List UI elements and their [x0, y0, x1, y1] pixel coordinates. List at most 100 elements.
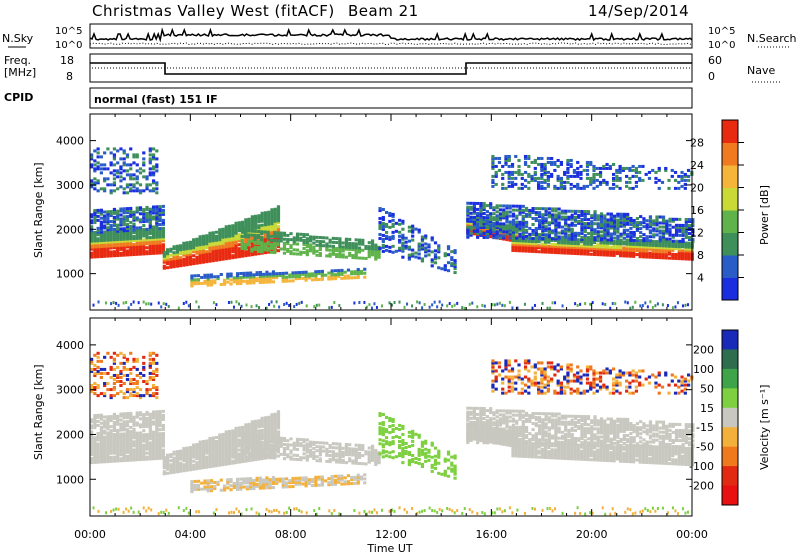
velocity-cell [119, 441, 123, 445]
power-cell [533, 178, 537, 182]
power-cell [90, 239, 94, 243]
velocity-cell [119, 371, 123, 375]
power-cell [162, 252, 166, 256]
power-cell [338, 247, 342, 251]
power-cell [596, 243, 600, 247]
power-cell [388, 213, 392, 217]
power-cell [90, 225, 94, 229]
power-cell [214, 242, 219, 246]
power-cell [560, 239, 564, 243]
power-cell [341, 255, 345, 259]
power-cell [260, 248, 264, 252]
power-cell [263, 237, 268, 241]
velocity-cell [188, 456, 193, 460]
power-cell [253, 245, 257, 249]
power-cell [585, 176, 590, 180]
power-cell [576, 186, 580, 190]
velocity-cell [119, 434, 123, 438]
power-cell [356, 268, 360, 272]
power-cell [491, 180, 495, 184]
power-cell [564, 227, 568, 231]
power-cell [651, 249, 655, 253]
power-cell [658, 256, 662, 260]
power-cell [524, 208, 529, 212]
velocity-cell [116, 455, 120, 459]
power-cell [260, 215, 264, 219]
power-cell [135, 155, 139, 159]
power-cell [472, 225, 476, 229]
velocity-cell [148, 455, 152, 459]
power-cell [508, 226, 512, 230]
velocity-cell [129, 450, 133, 454]
power-cell [333, 275, 338, 279]
velocity-cell [122, 451, 126, 455]
velocity-cell [231, 431, 235, 435]
power-cell [151, 187, 156, 191]
velocity-cell [195, 449, 199, 453]
velocity-cell [155, 446, 159, 450]
velocity-cell [263, 444, 268, 448]
power-cell [337, 273, 341, 277]
power-cell [116, 246, 120, 250]
velocity-cell [250, 438, 254, 442]
power-cell [530, 247, 535, 251]
power-cell [502, 214, 506, 218]
power-cell [125, 253, 130, 257]
power-cell [273, 243, 277, 247]
power-cell [414, 227, 418, 231]
velocity-cell [122, 416, 126, 420]
velocity-cell [148, 375, 152, 379]
velocity-cell [276, 430, 281, 434]
power-cell [566, 166, 570, 170]
power-cell [138, 167, 143, 171]
power-cell [629, 230, 633, 234]
velocity-cell [129, 392, 133, 396]
power-cell [595, 166, 599, 170]
power-cell [99, 167, 103, 171]
power-cell [354, 254, 358, 258]
power-cell [684, 233, 688, 237]
power-cell [446, 304, 449, 308]
power-cell [90, 231, 94, 235]
power-cell [586, 248, 590, 252]
velocity-cell [119, 447, 123, 451]
power-cell [302, 234, 306, 238]
power-cell [260, 238, 264, 242]
velocity-cell [122, 420, 126, 424]
velocity-cell [116, 459, 120, 463]
power-cell [122, 243, 126, 247]
velocity-cell [237, 426, 241, 430]
power-cell [247, 251, 251, 255]
power-cell [609, 245, 613, 249]
power-cell [99, 243, 103, 247]
power-cell [606, 220, 610, 224]
cpid-strip: CPID normal (fast) 151 IF [4, 87, 693, 109]
power-cell [557, 245, 561, 249]
power-cell [138, 191, 143, 195]
velocity-cell [253, 439, 257, 443]
velocity-cell [221, 453, 225, 457]
power-cell [96, 151, 100, 155]
power-cell [654, 250, 659, 254]
power-cell [524, 247, 528, 251]
power-cell [476, 217, 480, 221]
power-cell [208, 253, 212, 257]
power-cell [188, 258, 193, 262]
power-cell [489, 232, 493, 236]
velocity-cell [129, 440, 133, 444]
power-cell [603, 224, 607, 228]
power-cell [485, 232, 490, 236]
power-cell [450, 250, 454, 254]
power-cell [596, 232, 600, 236]
power-cell [619, 254, 623, 258]
power-cell [325, 246, 329, 250]
power-cell [515, 222, 519, 226]
power-cell [196, 280, 201, 284]
power-cell [489, 206, 493, 210]
velocity-cell [142, 455, 146, 459]
velocity-cell [192, 449, 196, 453]
velocity-cell [132, 433, 136, 437]
power-cell [491, 303, 494, 307]
power-cell [344, 255, 349, 259]
power-cell [466, 229, 470, 233]
